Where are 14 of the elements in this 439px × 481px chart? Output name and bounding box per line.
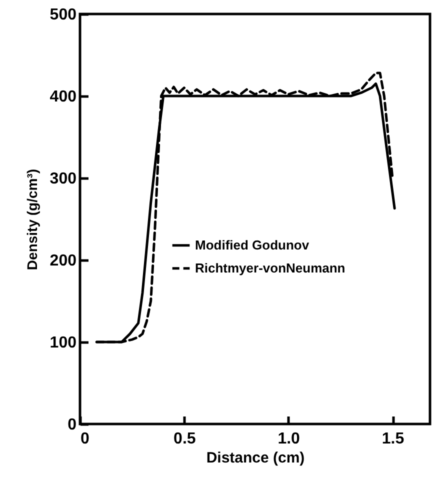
x-tick-label: 0 [80, 430, 90, 448]
y-tick-label: 400 [50, 88, 77, 106]
y-tick-label: 500 [50, 6, 77, 24]
x-tick-label: 1.5 [382, 430, 404, 448]
y-tick-label: 300 [50, 170, 77, 188]
y-axis-title: Density (g/cm³) [24, 168, 40, 270]
y-tick-label: 200 [50, 252, 77, 270]
x-axis-title: Distance (cm) [206, 450, 305, 466]
x-tick-label: 0.5 [174, 430, 196, 448]
y-tick-label: 100 [50, 334, 77, 352]
legend-label: Modified Godunov [195, 237, 310, 252]
x-tick-label: 1.0 [278, 430, 300, 448]
legend-label: Richtmyer-vonNeumann [195, 260, 346, 276]
y-tick-label: 0 [68, 416, 77, 434]
